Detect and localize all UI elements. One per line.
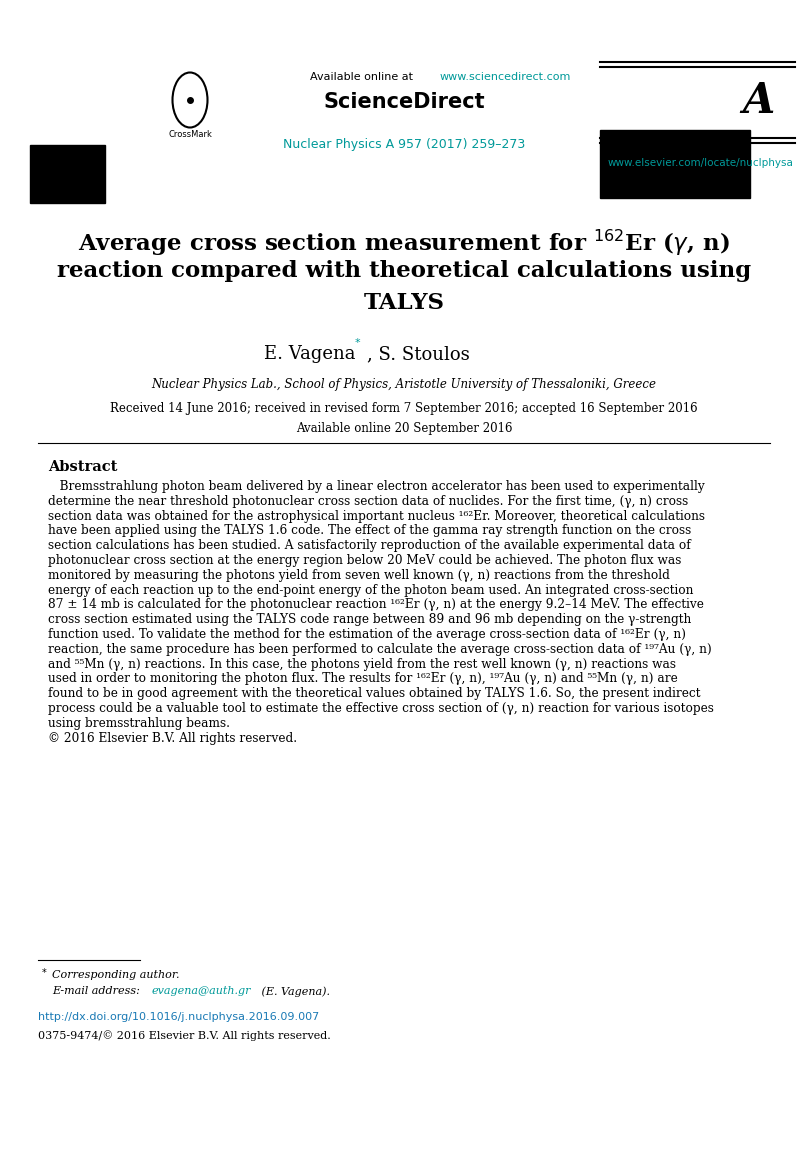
Text: photonuclear cross section at the energy region below 20 MeV could be achieved. : photonuclear cross section at the energy…	[48, 554, 681, 567]
Text: section calculations has been studied. A satisfactorily reproduction of the avai: section calculations has been studied. A…	[48, 539, 691, 552]
Text: NUCLEAR: NUCLEAR	[632, 88, 675, 98]
Text: monitored by measuring the photons yield from seven well known (γ, n) reactions : monitored by measuring the photons yield…	[48, 569, 670, 582]
Text: E. Vagena: E. Vagena	[263, 345, 355, 363]
Text: , S. Stoulos: , S. Stoulos	[367, 345, 469, 363]
Text: www.elsevier.com/locate/nuclphysa: www.elsevier.com/locate/nuclphysa	[607, 158, 793, 168]
Text: function used. To validate the method for the estimation of the average cross-se: function used. To validate the method fo…	[48, 627, 686, 641]
Text: cross section estimated using the TALYS code range between 89 and 96 mb dependin: cross section estimated using the TALYS …	[48, 614, 692, 626]
Text: Abstract: Abstract	[48, 460, 117, 474]
Text: http://dx.doi.org/10.1016/j.nuclphysa.2016.09.007: http://dx.doi.org/10.1016/j.nuclphysa.20…	[38, 1012, 319, 1023]
Text: www.sciencedirect.com: www.sciencedirect.com	[440, 72, 571, 83]
Text: reaction, the same procedure has been performed to calculate the average cross-s: reaction, the same procedure has been pe…	[48, 643, 712, 655]
Text: Available online at: Available online at	[310, 72, 416, 83]
Text: © 2016 Elsevier B.V. All rights reserved.: © 2016 Elsevier B.V. All rights reserved…	[48, 732, 297, 745]
Text: section data was obtained for the astrophysical important nucleus ¹⁶²Er. Moreove: section data was obtained for the astrop…	[48, 510, 705, 523]
Text: Bremsstrahlung photon beam delivered by a linear electron accelerator has been u: Bremsstrahlung photon beam delivered by …	[48, 480, 705, 493]
Text: evagena@auth.gr: evagena@auth.gr	[152, 987, 251, 996]
Text: *: *	[355, 338, 360, 347]
Text: Corresponding author.: Corresponding author.	[52, 970, 179, 980]
Text: Average cross section measurement for $^{162}$Er ($\gamma$, n): Average cross section measurement for $^…	[78, 228, 730, 258]
Text: ELSEVIER: ELSEVIER	[37, 155, 93, 165]
Text: A: A	[742, 80, 774, 122]
Bar	[30, 145, 105, 203]
Text: 87 ± 14 mb is calculated for the photonuclear reaction ¹⁶²Er (γ, n) at the energ: 87 ± 14 mb is calculated for the photonu…	[48, 598, 704, 611]
Text: Available online 20 September 2016: Available online 20 September 2016	[296, 422, 512, 435]
Text: Nuclear Physics A 957 (2017) 259–273: Nuclear Physics A 957 (2017) 259–273	[283, 138, 525, 151]
Text: Received 14 June 2016; received in revised form 7 September 2016; accepted 16 Se: Received 14 June 2016; received in revis…	[110, 402, 698, 415]
Text: used in order to monitoring the photon flux. The results for ¹⁶²Er (γ, n), ¹⁹⁷Au: used in order to monitoring the photon f…	[48, 673, 678, 686]
Text: found to be in good agreement with the theoretical values obtained by TALYS 1.6.: found to be in good agreement with the t…	[48, 687, 701, 701]
Text: *: *	[42, 968, 47, 978]
Text: Nuclear Physics Lab., School of Physics, Aristotle University of Thessaloniki, G: Nuclear Physics Lab., School of Physics,…	[152, 378, 656, 390]
Text: energy of each reaction up to the end-point energy of the photon beam used. An i: energy of each reaction up to the end-po…	[48, 583, 693, 596]
Text: CrossMark: CrossMark	[168, 130, 212, 139]
Text: using bremsstrahlung beams.: using bremsstrahlung beams.	[48, 717, 230, 730]
Text: 0375-9474/© 2016 Elsevier B.V. All rights reserved.: 0375-9474/© 2016 Elsevier B.V. All right…	[38, 1030, 330, 1041]
Text: (E. Vagena).: (E. Vagena).	[258, 987, 330, 997]
Text: process could be a valuable tool to estimate the effective cross section of (γ, : process could be a valuable tool to esti…	[48, 702, 714, 715]
Text: PHYSICS: PHYSICS	[632, 103, 675, 113]
Text: have been applied using the TALYS 1.6 code. The effect of the gamma ray strength: have been applied using the TALYS 1.6 co…	[48, 524, 692, 537]
Text: E-mail address:: E-mail address:	[52, 987, 143, 996]
Bar	[600, 130, 750, 198]
Text: TALYS: TALYS	[364, 292, 444, 314]
Text: ScienceDirect: ScienceDirect	[323, 92, 485, 112]
Text: reaction compared with theoretical calculations using: reaction compared with theoretical calcu…	[57, 260, 751, 282]
Text: and ⁵⁵Mn (γ, n) reactions. In this case, the photons yield from the rest well kn: and ⁵⁵Mn (γ, n) reactions. In this case,…	[48, 658, 676, 670]
Text: determine the near threshold photonuclear cross section data of nuclides. For th: determine the near threshold photonuclea…	[48, 495, 688, 508]
